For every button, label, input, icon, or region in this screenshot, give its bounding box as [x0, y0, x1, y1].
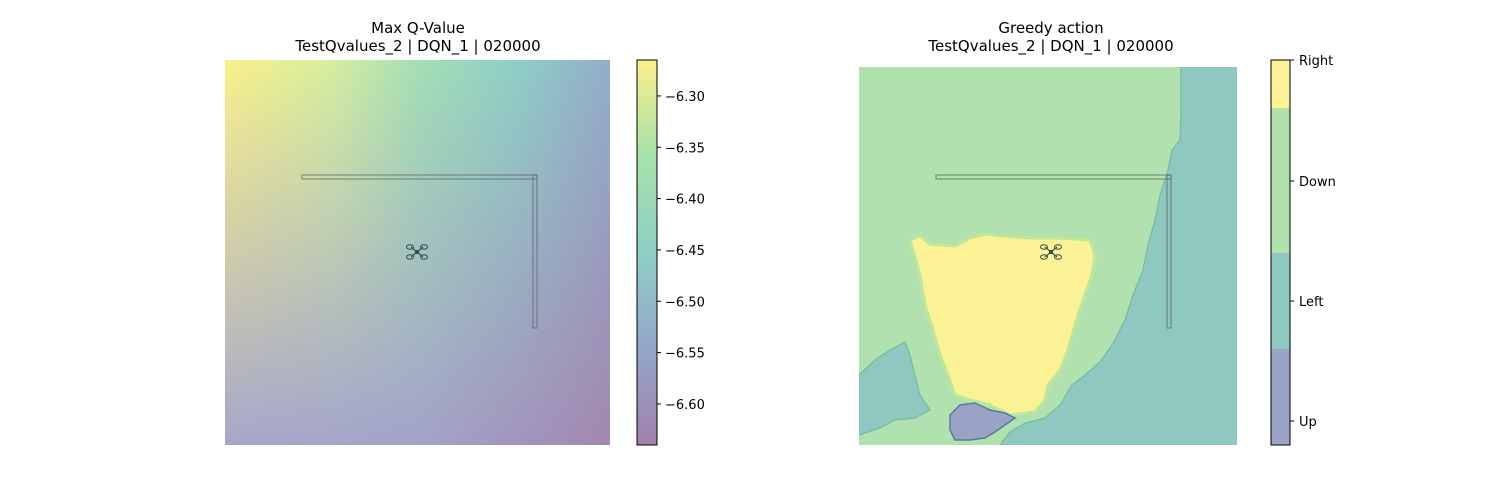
colorbar-label-right: Right	[1299, 54, 1333, 69]
wall-obstacle	[935, 174, 1172, 329]
region-up	[949, 402, 1017, 441]
q-value-title: Max Q-Value	[371, 19, 465, 37]
colorbar-right	[1271, 60, 1290, 108]
q-value-colorbar: −6.30 −6.35 −6.40 −6.45 −6.50 −6.55 −6.60	[636, 59, 705, 446]
greedy-action-colorbar: Right Down Left Up	[1270, 54, 1336, 446]
region-left-right	[1000, 67, 1237, 445]
greedy-action-panel: Greedy action TestQvalues_2 | DQN_1 | 02…	[858, 19, 1336, 446]
greedy-action-map	[858, 67, 1237, 446]
colorbar-up	[1271, 349, 1290, 445]
colorbar-tick-label: −6.35	[665, 141, 705, 156]
wall-obstacle	[301, 174, 538, 329]
colorbar-tick-label: −6.45	[665, 244, 705, 259]
colorbar-tick-label: −6.30	[665, 90, 705, 105]
colorbar-left	[1271, 253, 1290, 349]
q-value-colorbar-ticks: −6.30 −6.35 −6.40 −6.45 −6.50 −6.55 −6.60	[657, 90, 705, 413]
colorbar-tick-label: −6.50	[665, 295, 705, 310]
colorbar-tick-label: −6.40	[665, 193, 705, 208]
q-value-panel: Max Q-Value TestQvalues_2 | DQN_1 | 0200…	[225, 19, 705, 446]
colorbar-label-up: Up	[1299, 415, 1317, 430]
colorbar-tick-label: −6.55	[665, 347, 705, 362]
greedy-action-title: Greedy action	[998, 19, 1103, 37]
colorbar-label-left: Left	[1299, 295, 1323, 310]
region-right	[908, 232, 1097, 417]
colorbar-label-down: Down	[1299, 175, 1336, 190]
colorbar-tick-label: −6.60	[665, 398, 705, 413]
greedy-action-subtitle: TestQvalues_2 | DQN_1 | 020000	[927, 37, 1173, 56]
colorbar-down	[1271, 108, 1290, 253]
q-value-subtitle: TestQvalues_2 | DQN_1 | 020000	[294, 37, 540, 56]
